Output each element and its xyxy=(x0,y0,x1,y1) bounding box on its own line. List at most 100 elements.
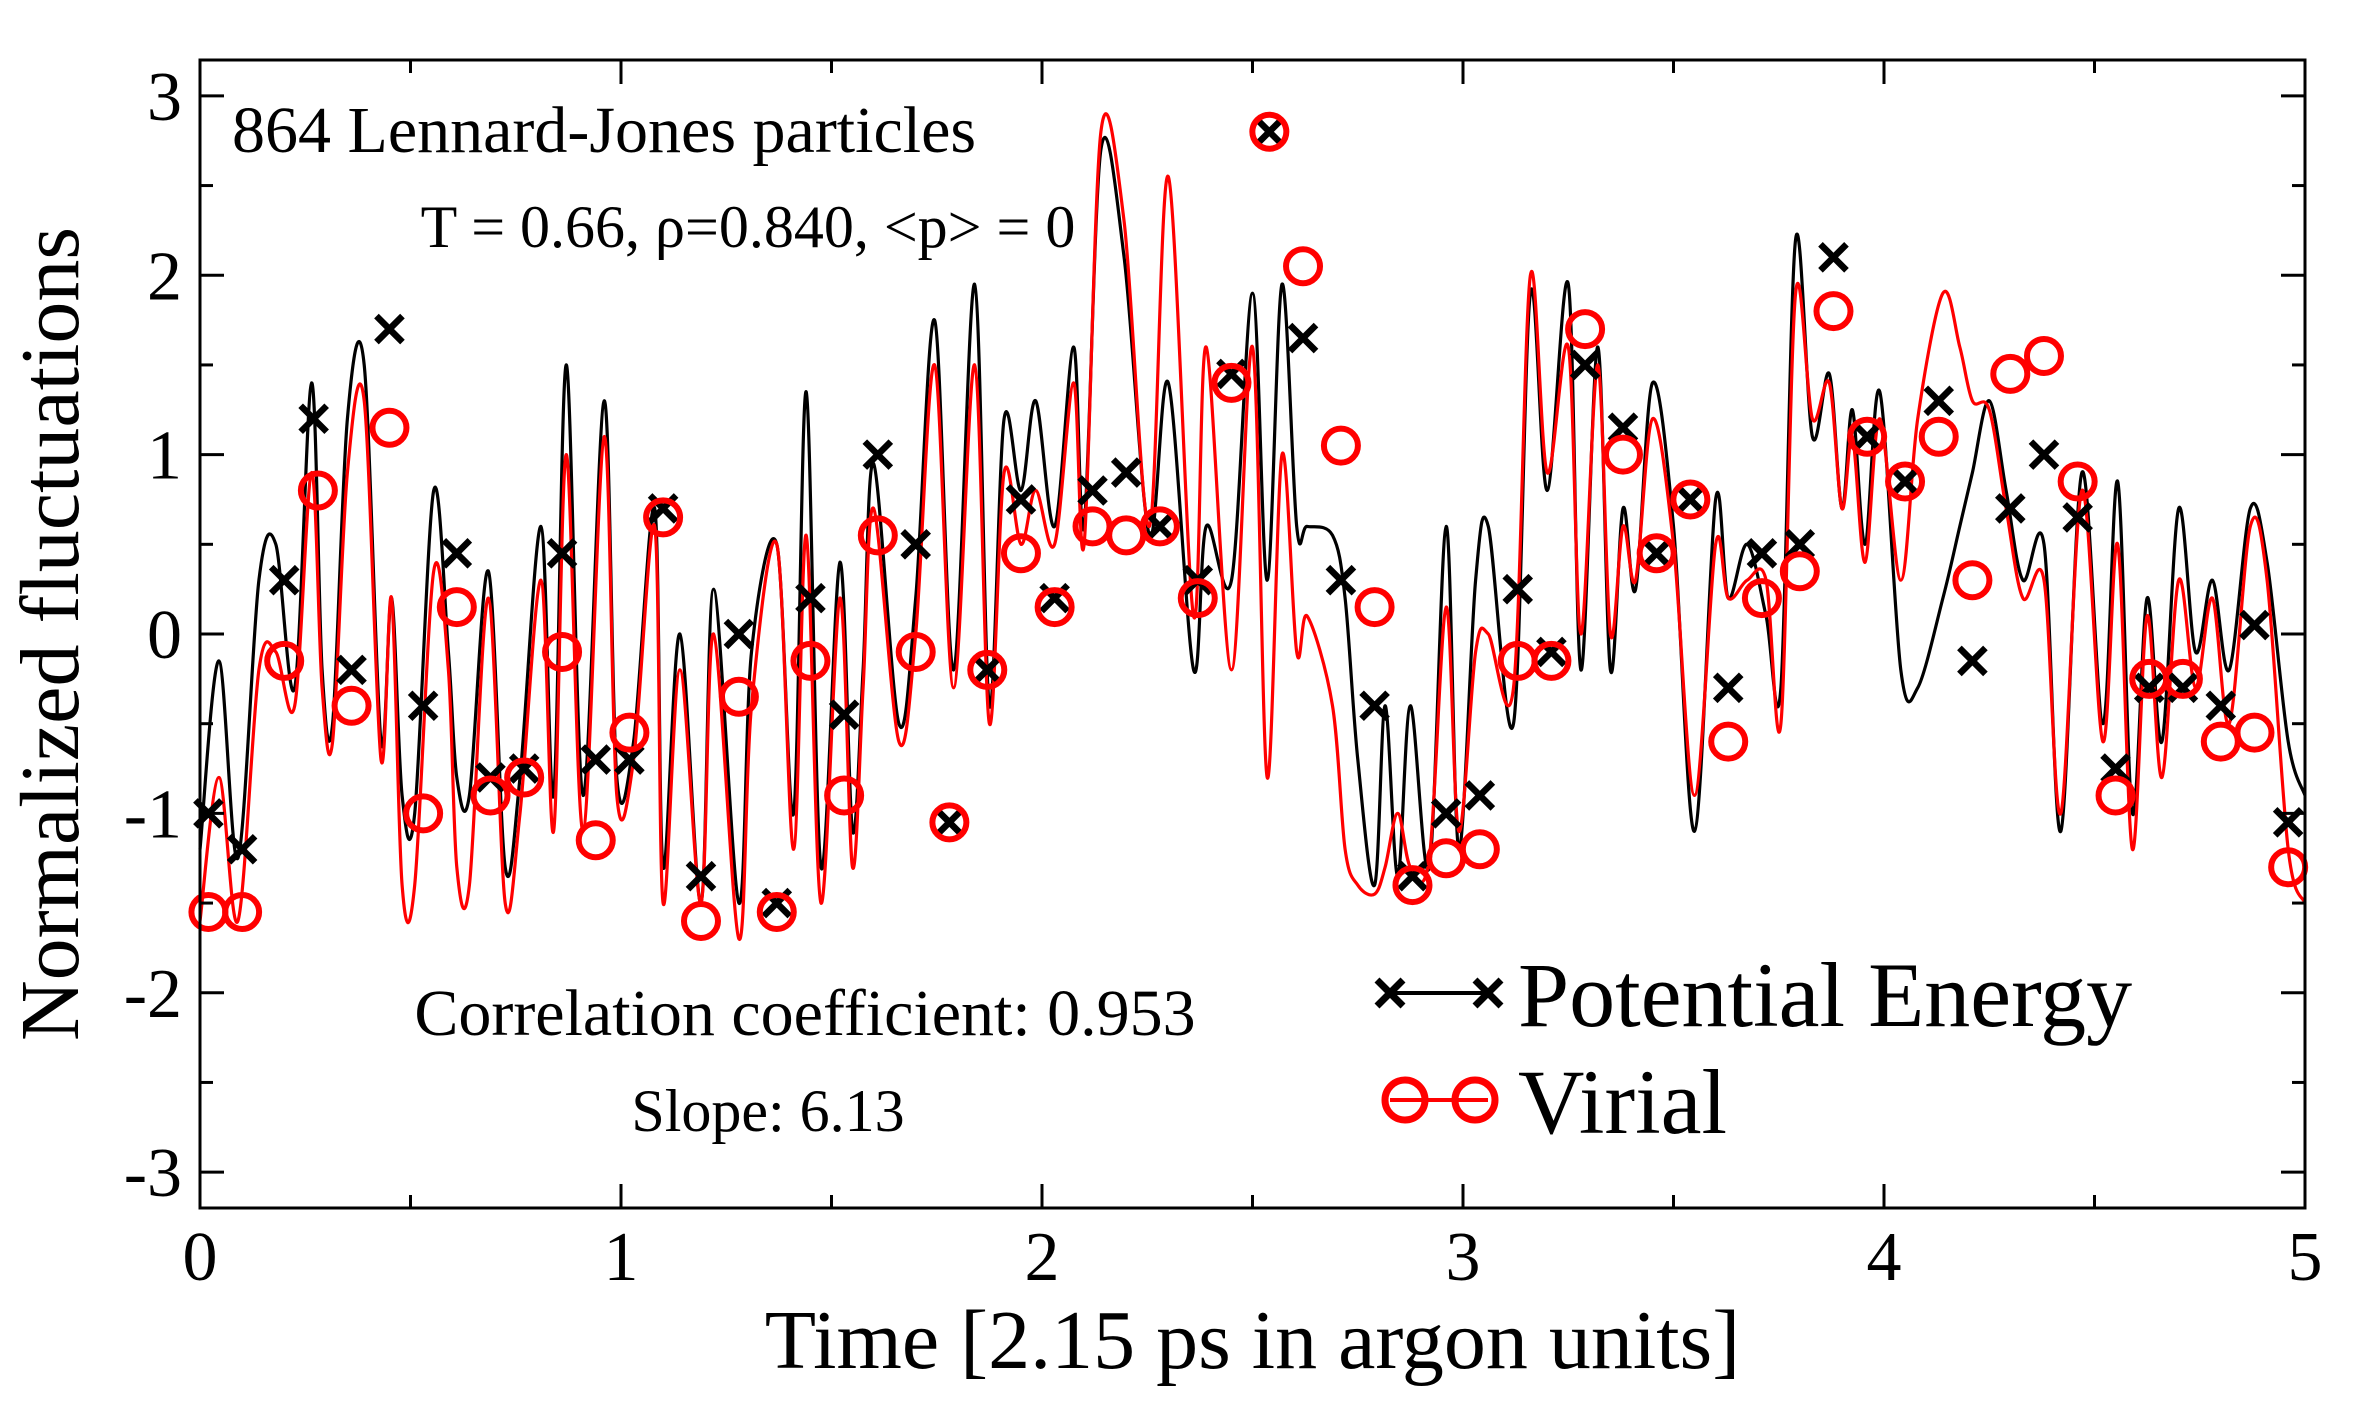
marker-virial xyxy=(436,587,477,628)
x-axis-title: Time [2.15 ps in argon units] xyxy=(765,1294,1740,1387)
marker-virial xyxy=(470,775,511,816)
marker-potential-energy xyxy=(226,833,258,865)
marker-virial xyxy=(718,676,759,717)
marker-virial xyxy=(895,631,936,672)
marker-virial xyxy=(857,515,898,556)
marker-potential-energy xyxy=(900,529,931,560)
y-tick-label: 0 xyxy=(147,597,182,674)
marker-virial xyxy=(643,497,684,538)
marker-potential-energy xyxy=(934,807,965,838)
y-tick-label: -2 xyxy=(124,956,182,1033)
marker-virial xyxy=(1531,640,1572,681)
marker-virial xyxy=(222,892,263,933)
marker-potential-energy xyxy=(1325,564,1357,596)
annotation-slope: Slope: 6.13 xyxy=(631,1078,904,1144)
x-tick-label: 0 xyxy=(183,1219,218,1296)
marker-potential-energy xyxy=(971,654,1003,686)
marker-virial xyxy=(929,802,970,843)
marker-potential-energy xyxy=(2062,502,2093,533)
marker-potential-energy xyxy=(374,313,405,345)
legend: Potential Energy Virial xyxy=(1374,944,2132,1153)
marker-virial xyxy=(1918,416,1959,457)
legend-potential-energy-label: Potential Energy xyxy=(1518,944,2132,1046)
marker-virial xyxy=(1602,434,1643,475)
marker-virial xyxy=(403,793,444,834)
series-layer xyxy=(198,112,2307,941)
marker-potential-energy xyxy=(1995,493,2026,524)
x-tick-label: 2 xyxy=(1025,1219,1060,1296)
marker-virial xyxy=(2023,335,2064,376)
annotation-correlation: Correlation coefficient: 0.953 xyxy=(414,977,1195,1050)
marker-virial xyxy=(1636,533,1677,574)
marker-virial xyxy=(2234,712,2275,753)
marker-virial xyxy=(609,712,650,753)
marker-virial xyxy=(790,640,831,681)
series-line-virial xyxy=(198,112,2307,941)
marker-virial xyxy=(1354,587,1395,628)
marker-potential-energy xyxy=(1923,385,1955,417)
marker-potential-energy xyxy=(2205,690,2237,722)
marker-virial xyxy=(1000,533,1041,574)
marker-potential-energy xyxy=(1957,645,1988,677)
marker-potential-energy xyxy=(1005,484,1037,515)
marker-virial xyxy=(1459,829,1500,870)
marker-potential-energy xyxy=(1746,537,1778,569)
marker-potential-energy xyxy=(298,403,329,435)
marker-virial xyxy=(1779,551,1820,592)
marker-potential-energy xyxy=(2100,753,2131,784)
marker-virial xyxy=(1813,291,1854,332)
marker-virial xyxy=(1392,865,1433,906)
marker-virial xyxy=(1249,111,1290,152)
x-tick-label: 3 xyxy=(1446,1219,1481,1296)
marker-potential-energy xyxy=(795,582,826,614)
marker-potential-energy xyxy=(268,564,300,596)
x-tick-label: 5 xyxy=(2288,1219,2323,1296)
marker-potential-energy xyxy=(580,744,612,775)
marker-virial xyxy=(575,820,616,861)
y-tick-label: 3 xyxy=(147,59,182,136)
marker-virial xyxy=(1952,560,1993,601)
marker-virial xyxy=(1885,461,1926,502)
marker-potential-energy xyxy=(407,690,439,722)
marker-virial xyxy=(1741,578,1782,619)
marker-virial xyxy=(2095,775,2136,816)
marker-virial xyxy=(824,775,865,816)
marker-potential-energy xyxy=(1569,349,1601,381)
y-tick-label: -3 xyxy=(124,1135,182,1212)
annotation-system: 864 Lennard-Jones particles xyxy=(232,94,976,167)
marker-potential-energy xyxy=(1144,511,1176,542)
marker-potential-energy xyxy=(336,654,367,686)
marker-potential-energy xyxy=(862,439,894,470)
marker-potential-energy xyxy=(2028,439,2060,470)
marker-virial xyxy=(680,901,721,941)
marker-potential-energy xyxy=(828,699,860,731)
marker-potential-energy xyxy=(1464,780,1496,811)
y-tick-label: 1 xyxy=(147,418,182,495)
marker-virial xyxy=(1320,425,1361,466)
marker-potential-energy xyxy=(1254,116,1285,148)
marker-potential-energy xyxy=(1675,484,1706,515)
marker-potential-energy xyxy=(1110,457,1142,488)
marker-potential-energy xyxy=(1607,412,1639,444)
marker-potential-energy xyxy=(546,537,578,569)
legend-virial-label: Virial xyxy=(1518,1051,1727,1153)
marker-virial xyxy=(297,470,338,511)
marker-virial xyxy=(756,892,797,933)
marker-virial xyxy=(1670,479,1711,520)
marker-potential-energy xyxy=(1502,573,1534,605)
marker-virial xyxy=(331,685,372,726)
marker-potential-energy xyxy=(1818,242,1849,273)
marker-potential-energy xyxy=(685,860,717,892)
marker-virial xyxy=(2057,461,2098,502)
x-tick-label: 1 xyxy=(604,1219,639,1296)
marker-virial xyxy=(1139,506,1180,547)
marker-virial xyxy=(967,649,1008,690)
marker-virial xyxy=(1847,416,1888,457)
marker-virial xyxy=(542,631,583,672)
marker-virial xyxy=(2162,658,2203,699)
marker-potential-energy xyxy=(1889,466,1921,497)
marker-virial xyxy=(1283,246,1324,287)
marker-potential-energy xyxy=(1287,322,1319,354)
marker-virial xyxy=(1034,587,1075,628)
